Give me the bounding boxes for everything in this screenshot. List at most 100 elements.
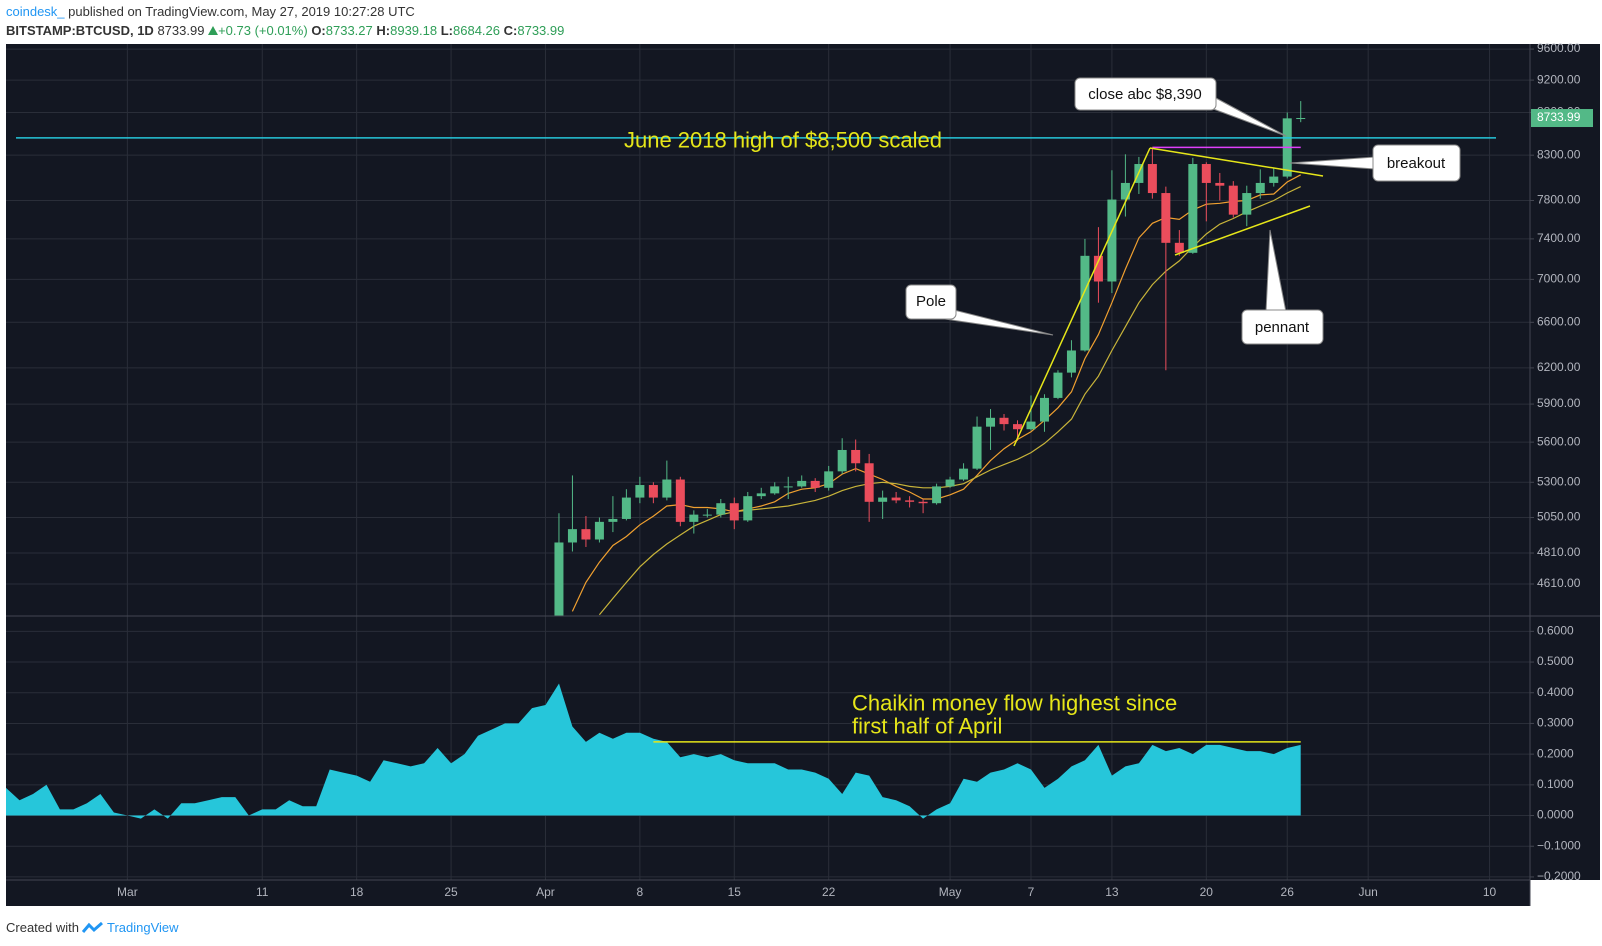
candle-body [567, 529, 577, 543]
candle-body [621, 497, 631, 519]
candle-body [689, 514, 699, 522]
candle-body [608, 518, 618, 522]
header-line: coindesk_ published on TradingView.com, … [6, 2, 564, 21]
x-tick-label: 18 [350, 885, 364, 899]
candle-body [1161, 193, 1171, 243]
created-with: Created with [6, 920, 79, 935]
x-tick-label: 25 [444, 885, 458, 899]
y-tick-label: 0.5000 [1537, 654, 1574, 668]
y-tick-label: 5050.00 [1537, 510, 1581, 524]
candle-body [999, 417, 1009, 425]
y-tick-label: 5900.00 [1537, 396, 1581, 410]
reference-label: June 2018 high of $8,500 scaled [624, 128, 942, 153]
candle-body [1228, 185, 1238, 215]
candle-body [1039, 397, 1049, 422]
candle-body [851, 449, 861, 464]
y-tick-label: 4610.00 [1537, 576, 1581, 590]
y-tick-label: 0.3000 [1537, 716, 1574, 730]
symbol: BITSTAMP:BTCUSD, 1D [6, 23, 154, 38]
candle-body [554, 542, 564, 616]
x-tick-label: 7 [1028, 885, 1035, 899]
candle-body [756, 493, 766, 497]
candle-body [716, 503, 726, 515]
header: coindesk_ published on TradingView.com, … [6, 2, 564, 40]
y-tick-label: −0.2000 [1537, 869, 1581, 883]
candle-body [824, 471, 834, 488]
x-tick-label: 20 [1200, 885, 1214, 899]
candle-body [1174, 242, 1184, 253]
pennant-upper [1149, 147, 1324, 177]
high-label: H: [376, 23, 391, 38]
y-tick-label: 0.1000 [1537, 777, 1574, 791]
y-tick-label: 9600.00 [1537, 41, 1581, 55]
x-tick-label: 8 [637, 885, 644, 899]
candle-body [1296, 118, 1306, 120]
open-label: O: [311, 23, 326, 38]
close-label: C: [503, 23, 518, 38]
candle-body [1107, 199, 1117, 282]
y-tick-label: 0.6000 [1537, 624, 1574, 638]
callout-text: breakout [1387, 155, 1446, 172]
published: published on TradingView.com, May 27, 20… [68, 4, 415, 19]
change: +0.73 (+0.01%) [218, 23, 308, 38]
x-tick-label: 22 [822, 885, 836, 899]
candle-body [594, 521, 604, 540]
last-price-label: 8733.99 [1537, 110, 1581, 124]
candle-body [986, 417, 996, 427]
axes: 9600.009200.008800.008300.007800.007400.… [117, 41, 1593, 899]
candle-body [635, 485, 645, 498]
drawings [1013, 147, 1324, 447]
pennant-lower [1174, 205, 1311, 256]
y-tick-label: 8300.00 [1537, 147, 1581, 161]
footer: Created with TradingView [6, 920, 179, 935]
open: 8733.27 [325, 23, 373, 38]
x-tick-label: Jun [1358, 885, 1377, 899]
y-tick-label: −0.1000 [1537, 838, 1581, 852]
candle-body [581, 529, 591, 540]
x-tick-label: Mar [117, 885, 138, 899]
candle-body [864, 463, 874, 502]
x-tick-label: Apr [536, 885, 555, 899]
y-tick-label: 0.0000 [1537, 808, 1574, 822]
candle-body [1269, 176, 1279, 183]
callout-text: Pole [916, 293, 946, 310]
y-tick-label: 5600.00 [1537, 434, 1581, 448]
callout-text: pennant [1255, 319, 1310, 336]
low-label: L: [440, 23, 454, 38]
y-tick-label: 6600.00 [1537, 314, 1581, 328]
y-tick-label: 4810.00 [1537, 545, 1581, 559]
candle-body [810, 480, 820, 488]
publisher[interactable]: coindesk_ [6, 4, 65, 19]
x-tick-label: 26 [1281, 885, 1295, 899]
candle-body [1188, 164, 1198, 253]
callout-text: close abc $8,390 [1088, 86, 1201, 103]
y-tick-label: 0.4000 [1537, 685, 1574, 699]
reference-label: Chaikin money flow highest since [852, 691, 1177, 716]
reference-label: first half of April [852, 714, 1002, 739]
candle-body [891, 497, 901, 501]
candle-body [1147, 164, 1157, 194]
candle-body [797, 480, 807, 487]
candle-body [770, 486, 780, 494]
up-arrow [208, 26, 219, 35]
candle-body [918, 501, 928, 504]
y-tick-label: 7000.00 [1537, 272, 1581, 286]
brand[interactable]: TradingView [106, 920, 179, 935]
candle-body [1201, 164, 1211, 183]
candle-body [1215, 182, 1225, 186]
x-tick-label: 13 [1105, 885, 1119, 899]
logo [81, 921, 103, 933]
callout: breakout [1289, 144, 1461, 182]
candle-body [905, 500, 915, 502]
candle-body [959, 468, 969, 480]
callout: pennant [1241, 229, 1324, 345]
candle-body [972, 426, 982, 469]
candle-body [743, 496, 753, 521]
candle-body [878, 497, 888, 502]
x-tick-label: May [939, 885, 962, 899]
candle-body [945, 479, 955, 487]
callout: close abc $8,390 [1074, 77, 1287, 137]
x-tick-label: 15 [728, 885, 742, 899]
